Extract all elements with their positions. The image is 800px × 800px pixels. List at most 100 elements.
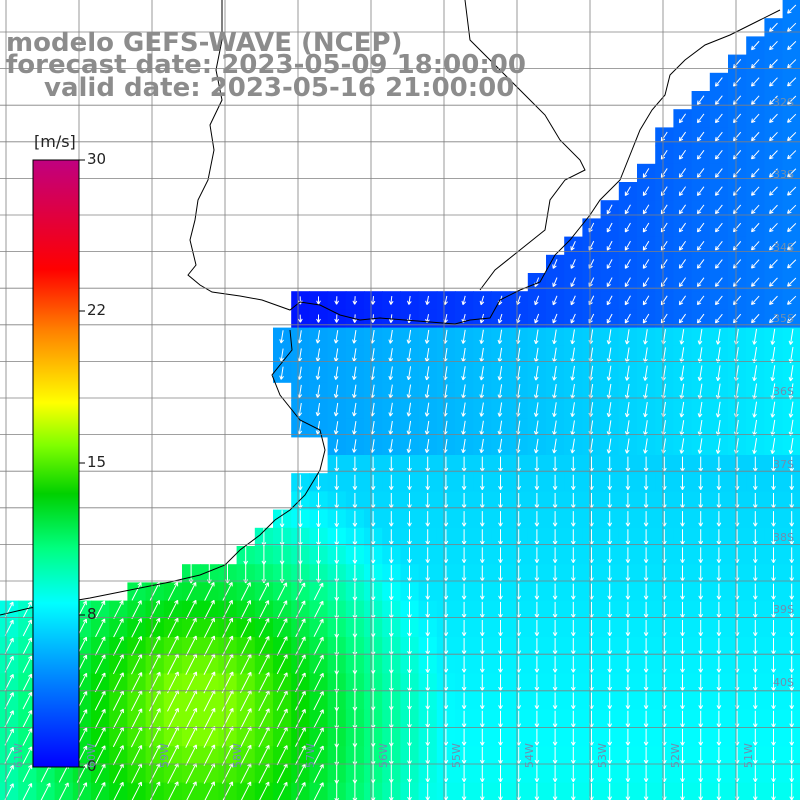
wind-arrow bbox=[94, 708, 106, 729]
wind-arrow bbox=[732, 295, 742, 306]
latitude-label: 35S bbox=[773, 312, 794, 325]
wind-arrow bbox=[94, 727, 106, 747]
wind-arrow bbox=[789, 529, 795, 545]
wind-arrow bbox=[534, 746, 540, 764]
wind-arrow bbox=[679, 365, 685, 381]
wind-arrow bbox=[716, 547, 722, 564]
wind-arrow bbox=[715, 438, 721, 454]
wind-arrow bbox=[680, 547, 685, 564]
wind-arrow bbox=[295, 763, 306, 784]
wind-arrow bbox=[461, 474, 467, 491]
wind-arrow bbox=[316, 296, 321, 305]
wind-arrow bbox=[425, 583, 431, 600]
wind-arrow bbox=[678, 313, 687, 324]
wind-arrow bbox=[461, 438, 466, 454]
longitude-label: 51W bbox=[742, 743, 755, 768]
wind-arrow bbox=[552, 565, 558, 582]
wind-arrow bbox=[186, 781, 197, 800]
wind-arrow bbox=[533, 402, 539, 417]
wind-arrow bbox=[425, 565, 431, 582]
wind-arrow bbox=[606, 365, 612, 381]
wind-arrow bbox=[352, 439, 357, 453]
wind-arrow bbox=[769, 168, 778, 178]
wind-arrow bbox=[696, 240, 705, 251]
wind-arrow bbox=[149, 599, 161, 620]
wind-arrow bbox=[606, 240, 613, 251]
wind-arrow bbox=[606, 295, 613, 306]
wind-arrow bbox=[425, 655, 431, 673]
wind-arrow bbox=[789, 765, 795, 783]
wind-arrow bbox=[297, 314, 303, 323]
wind-arrow bbox=[424, 402, 430, 417]
wind-arrow bbox=[294, 727, 306, 747]
wind-arrow bbox=[769, 277, 778, 287]
wind-arrow bbox=[479, 638, 485, 655]
wind-arrow bbox=[461, 420, 466, 435]
wind-arrow bbox=[680, 474, 685, 491]
wind-arrow bbox=[769, 22, 778, 32]
wind-arrow bbox=[696, 113, 705, 124]
wind-arrow bbox=[769, 95, 778, 105]
wind-arrow bbox=[276, 672, 288, 693]
wind-arrow bbox=[370, 782, 376, 800]
wind-arrow bbox=[680, 765, 685, 783]
wind-arrow bbox=[406, 402, 412, 417]
wind-arrow bbox=[624, 259, 631, 269]
wind-arrow bbox=[333, 366, 339, 380]
wind-arrow bbox=[22, 710, 33, 728]
wind-arrow bbox=[313, 654, 324, 674]
wind-arrow bbox=[222, 781, 234, 800]
longitude-label: 56W bbox=[377, 743, 390, 768]
wind-arrow bbox=[769, 150, 778, 160]
wind-arrow bbox=[607, 529, 613, 545]
wind-arrow bbox=[334, 314, 340, 323]
wind-arrow bbox=[643, 565, 649, 582]
wind-arrow bbox=[258, 582, 270, 601]
wind-arrow bbox=[606, 402, 612, 418]
wind-arrow bbox=[750, 95, 760, 105]
wind-arrow bbox=[388, 366, 394, 381]
wind-arrow bbox=[679, 329, 685, 345]
wind-arrow bbox=[696, 95, 705, 105]
wind-arrow bbox=[732, 168, 742, 178]
wind-arrow bbox=[714, 113, 723, 124]
wind-arrow bbox=[534, 638, 540, 655]
wind-arrow bbox=[643, 601, 649, 618]
wind-arrow bbox=[643, 583, 649, 600]
wind-arrow bbox=[552, 765, 558, 783]
wind-arrow bbox=[149, 671, 161, 694]
wind-arrow bbox=[407, 619, 412, 637]
wind-arrow bbox=[642, 259, 650, 269]
wind-arrow bbox=[461, 402, 466, 417]
wind-arrow bbox=[787, 77, 797, 87]
wind-arrow bbox=[276, 636, 288, 656]
wind-arrow bbox=[316, 546, 321, 565]
wind-arrow bbox=[425, 601, 431, 618]
wind-arrow bbox=[498, 692, 503, 710]
wind-arrow bbox=[22, 764, 33, 783]
wind-arrow bbox=[732, 95, 742, 105]
wind-arrow bbox=[388, 420, 394, 435]
wind-arrow bbox=[406, 329, 412, 344]
wind-arrow bbox=[769, 295, 778, 305]
wind-arrow bbox=[388, 583, 394, 601]
wind-arrow bbox=[295, 636, 306, 656]
wind-arrow bbox=[787, 41, 797, 51]
wind-arrow bbox=[221, 671, 234, 694]
wind-arrow bbox=[696, 168, 705, 178]
wind-arrow bbox=[316, 474, 321, 491]
wind-arrow bbox=[334, 564, 340, 583]
wind-arrow bbox=[716, 674, 722, 691]
wind-arrow bbox=[534, 277, 540, 288]
wind-arrow bbox=[714, 186, 723, 196]
wind-arrow bbox=[696, 222, 705, 233]
wind-arrow bbox=[313, 763, 324, 783]
wind-arrow bbox=[22, 637, 33, 655]
wind-arrow bbox=[534, 583, 540, 600]
wind-arrow bbox=[643, 474, 649, 491]
wind-arrow bbox=[4, 601, 14, 618]
wind-arrow bbox=[771, 656, 776, 673]
wind-arrow bbox=[479, 547, 485, 564]
wind-arrow bbox=[167, 671, 179, 694]
